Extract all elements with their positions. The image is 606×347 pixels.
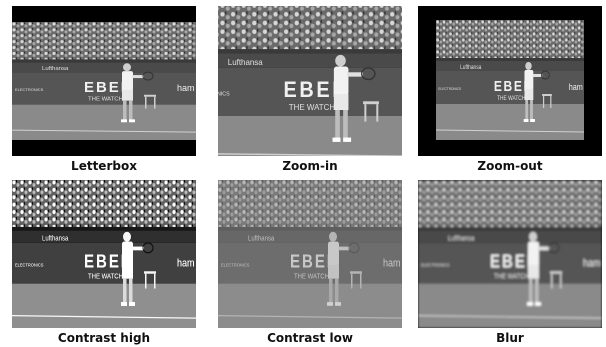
- panel-label: Letterbox: [71, 159, 137, 173]
- zoom-out-image: [418, 6, 602, 156]
- zoom-in-image: [218, 6, 402, 156]
- panel-label: Blur: [496, 331, 524, 345]
- panel-label: Zoom-out: [477, 159, 543, 173]
- panel-label: Contrast low: [267, 331, 353, 345]
- contrast-high-image: [12, 180, 196, 328]
- contrast-low-image: [218, 180, 402, 328]
- panel-label: Contrast high: [57, 331, 151, 345]
- blur-image: [418, 180, 602, 328]
- letterbox-image: [12, 6, 196, 156]
- panel-label: Zoom-in: [282, 159, 338, 173]
